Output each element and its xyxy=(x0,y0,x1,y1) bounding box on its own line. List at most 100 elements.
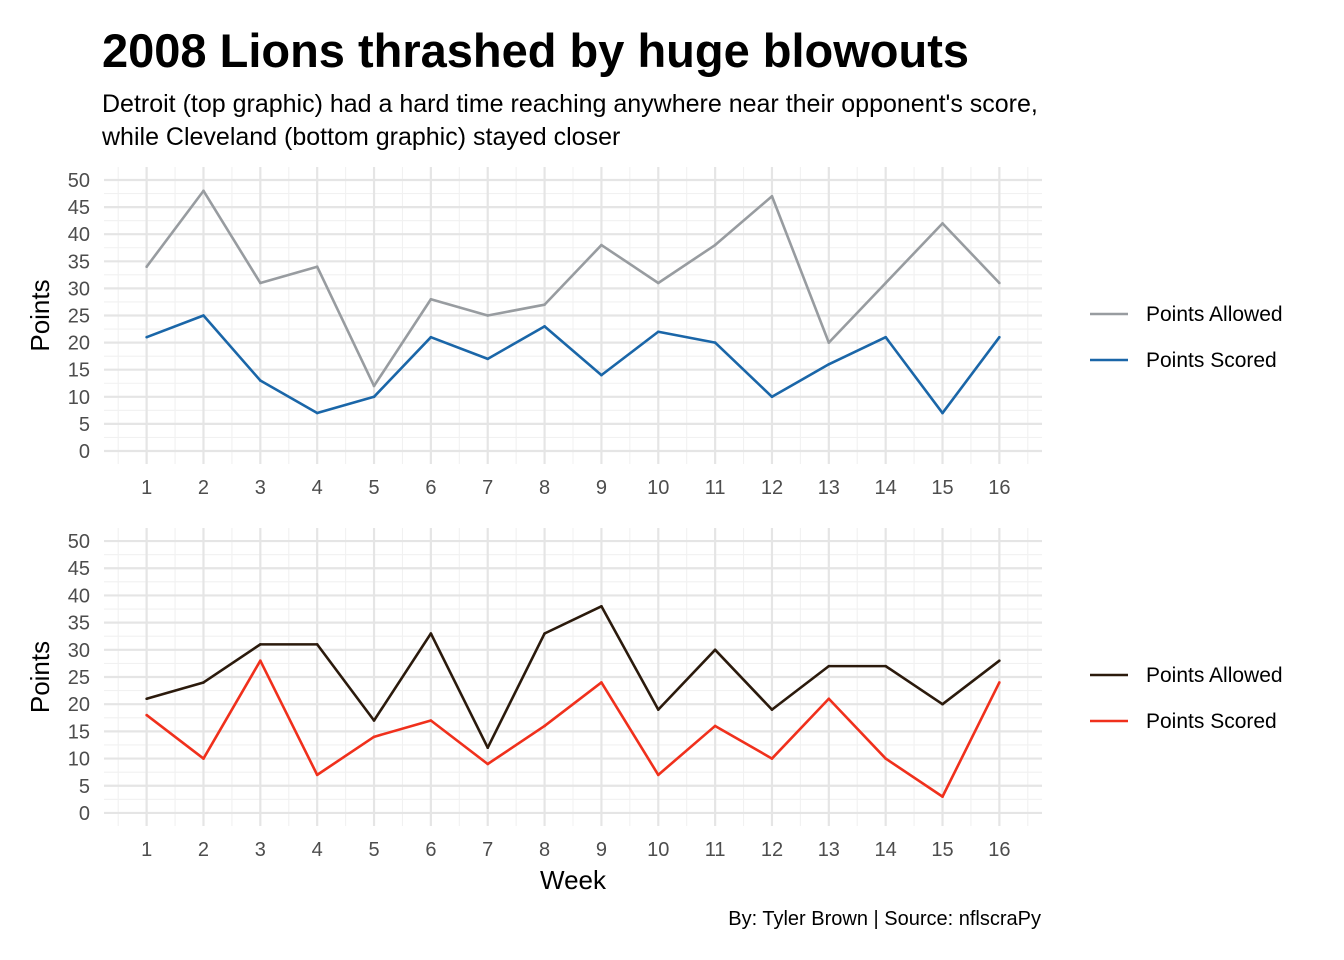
x-tick-label: 10 xyxy=(647,839,669,861)
data-point xyxy=(827,664,831,668)
data-point xyxy=(429,335,433,339)
legend-label: Points Scored xyxy=(1146,710,1277,733)
chart-title: 2008 Lions thrashed by huge blowouts xyxy=(102,24,969,77)
x-tick-label: 8 xyxy=(539,839,550,861)
data-point xyxy=(884,664,887,668)
data-point xyxy=(543,325,546,328)
y-tick-label: 50 xyxy=(68,531,90,553)
x-tick-label: 11 xyxy=(705,839,726,861)
x-tick-label: 4 xyxy=(312,477,323,499)
y-tick-label: 45 xyxy=(68,558,90,580)
data-point xyxy=(486,746,490,749)
y-tick-label: 40 xyxy=(68,224,90,246)
data-point xyxy=(656,281,660,285)
series-line-points-scored xyxy=(145,659,1001,798)
x-tick-label: 1 xyxy=(141,477,152,499)
data-point xyxy=(486,762,490,766)
y-tick-label: 20 xyxy=(68,694,90,716)
x-tick-label: 4 xyxy=(312,839,323,861)
data-point xyxy=(884,281,887,285)
x-tick-label: 8 xyxy=(539,477,550,499)
data-point xyxy=(713,341,717,344)
y-tick-label: 50 xyxy=(68,170,90,192)
y-tick-label: 25 xyxy=(68,306,90,328)
series-line-points-allowed xyxy=(146,605,1001,749)
data-point xyxy=(315,265,319,269)
x-tick-label: 2 xyxy=(198,477,209,499)
data-point xyxy=(259,659,262,662)
y-axis-title: Points xyxy=(25,641,55,713)
data-point xyxy=(656,708,660,711)
data-point xyxy=(372,719,376,722)
y-tick-label: 20 xyxy=(68,333,90,355)
x-tick-label: 3 xyxy=(255,477,266,499)
chart-subtitle-line-2: while Cleveland (bottom graphic) stayed … xyxy=(101,123,620,151)
x-tick-label: 6 xyxy=(425,477,436,499)
x-tick-label: 7 xyxy=(482,839,493,861)
y-tick-label: 5 xyxy=(79,776,90,798)
x-tick-label: 12 xyxy=(761,477,783,499)
x-axis-title: Week xyxy=(540,865,607,895)
data-point xyxy=(998,335,1001,339)
data-point xyxy=(372,395,376,399)
data-point xyxy=(998,281,1001,285)
data-point xyxy=(315,411,319,415)
series-line-points-allowed xyxy=(145,189,1001,388)
x-tick-label: 15 xyxy=(931,839,953,861)
data-point xyxy=(372,735,376,739)
x-tick-label: 15 xyxy=(931,477,953,499)
data-point xyxy=(600,243,603,247)
x-tick-label: 12 xyxy=(761,839,783,861)
y-tick-label: 45 xyxy=(68,197,90,219)
data-point xyxy=(600,373,603,377)
x-tick-label: 9 xyxy=(596,477,607,499)
data-point xyxy=(259,281,262,285)
x-tick-label: 14 xyxy=(875,839,897,861)
data-point xyxy=(713,243,717,247)
x-tick-label: 2 xyxy=(198,839,209,861)
data-point xyxy=(884,335,887,339)
data-point xyxy=(941,795,944,798)
x-tick-label: 14 xyxy=(875,477,897,499)
data-point xyxy=(770,708,774,711)
series-line-points-scored xyxy=(146,314,1001,415)
x-tick-label: 5 xyxy=(368,839,379,861)
data-point xyxy=(656,773,660,777)
data-point xyxy=(600,681,603,684)
data-point xyxy=(941,222,944,225)
data-point xyxy=(429,632,433,635)
x-tick-label: 1 xyxy=(141,839,152,861)
y-tick-label: 15 xyxy=(68,721,90,743)
data-point xyxy=(202,314,205,317)
data-point xyxy=(145,265,148,269)
x-tick-label: 10 xyxy=(647,477,669,499)
y-tick-label: 25 xyxy=(68,667,90,689)
chart-subtitle-line-1: Detroit (top graphic) had a hard time re… xyxy=(102,90,1038,118)
data-point xyxy=(543,303,546,306)
data-point xyxy=(259,643,262,646)
data-point xyxy=(600,605,603,608)
data-point xyxy=(543,632,546,635)
legend-label: Points Scored xyxy=(1146,349,1277,372)
chart-caption: By: Tyler Brown | Source: nflscraPy xyxy=(728,908,1041,930)
y-tick-label: 30 xyxy=(68,640,90,662)
data-point xyxy=(202,189,205,193)
data-point xyxy=(202,681,205,684)
x-tick-label: 16 xyxy=(988,839,1010,861)
data-point xyxy=(941,702,944,706)
y-axis-title: Points xyxy=(25,279,55,351)
data-point xyxy=(656,330,660,334)
data-point xyxy=(429,297,433,301)
data-point xyxy=(259,379,262,382)
y-tick-label: 10 xyxy=(68,749,90,771)
data-point xyxy=(713,648,717,652)
data-point xyxy=(770,194,774,198)
data-point xyxy=(486,357,490,361)
data-point xyxy=(941,411,944,415)
x-tick-label: 16 xyxy=(988,477,1010,499)
data-point xyxy=(713,724,717,728)
